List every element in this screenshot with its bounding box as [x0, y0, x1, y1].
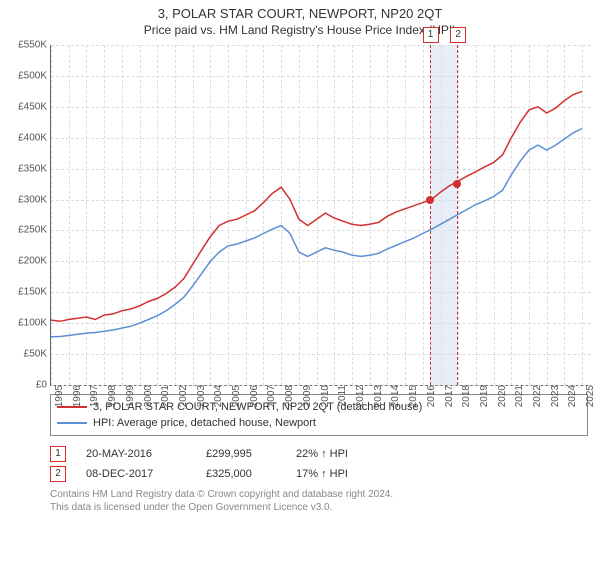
chart-title: 3, POLAR STAR COURT, NEWPORT, NP20 2QT: [0, 6, 600, 21]
x-axis-label: 2009: [299, 385, 313, 407]
x-axis-label: 2022: [529, 385, 543, 407]
y-axis-label: £300K: [18, 194, 51, 205]
x-axis-label: 2010: [317, 385, 331, 407]
chart-subtitle: Price paid vs. HM Land Registry's House …: [0, 23, 600, 37]
x-axis-label: 2017: [441, 385, 455, 407]
y-axis-label: £350K: [18, 163, 51, 174]
x-axis-label: 1995: [51, 385, 65, 407]
x-axis-label: 2021: [511, 385, 525, 407]
y-axis-label: £450K: [18, 101, 51, 112]
x-axis-label: 2018: [458, 385, 472, 407]
x-axis-label: 1999: [122, 385, 136, 407]
x-axis-label: 2008: [281, 385, 295, 407]
sale-index-box: 2: [50, 466, 66, 482]
x-axis-label: 2015: [405, 385, 419, 407]
x-axis-label: 2006: [246, 385, 260, 407]
x-axis-label: 1998: [104, 385, 118, 407]
attribution-line: This data is licensed under the Open Gov…: [50, 501, 588, 514]
y-axis-label: £100K: [18, 318, 51, 329]
sale-index-box: 1: [50, 446, 66, 462]
x-axis-label: 1997: [86, 385, 100, 407]
sale-date: 20-MAY-2016: [86, 448, 206, 460]
y-axis-label: £200K: [18, 256, 51, 267]
x-axis-label: 2000: [140, 385, 154, 407]
y-axis-label: £250K: [18, 225, 51, 236]
series-price_paid: [51, 91, 582, 321]
legend-swatch: [57, 422, 87, 424]
x-axis-label: 2001: [157, 385, 171, 407]
series-hpi: [51, 129, 582, 337]
x-axis-label: 2003: [193, 385, 207, 407]
x-axis-label: 2019: [476, 385, 490, 407]
chart-svg: [51, 45, 591, 385]
x-axis-label: 2012: [352, 385, 366, 407]
sale-dot: [453, 180, 461, 188]
sale-row: 1 20-MAY-2016£299,99522% ↑ HPI: [50, 446, 588, 462]
sale-row: 2 08-DEC-2017£325,00017% ↑ HPI: [50, 466, 588, 482]
x-axis-label: 2025: [582, 385, 596, 407]
y-axis-label: £150K: [18, 287, 51, 298]
sale-marker-box: 1: [423, 27, 439, 43]
x-axis-label: 2002: [175, 385, 189, 407]
sale-diff: 22% ↑ HPI: [296, 448, 396, 460]
y-axis-label: £0: [36, 380, 51, 391]
x-axis-label: 2011: [334, 385, 348, 407]
x-axis-label: 2020: [494, 385, 508, 407]
x-axis-label: 2023: [547, 385, 561, 407]
sales-table: 1 20-MAY-2016£299,99522% ↑ HPI 2 08-DEC-201…: [50, 446, 588, 482]
x-axis-label: 1996: [69, 385, 83, 407]
chart-plot-area: £0£50K£100K£150K£200K£250K£300K£350K£400…: [50, 45, 591, 386]
sale-diff: 17% ↑ HPI: [296, 468, 396, 480]
sale-dot: [426, 196, 434, 204]
y-axis-label: £500K: [18, 70, 51, 81]
sale-price: £299,995: [206, 448, 296, 460]
x-axis-label: 2004: [210, 385, 224, 407]
x-axis-label: 2024: [564, 385, 578, 407]
sale-price: £325,000: [206, 468, 296, 480]
attribution-text: Contains HM Land Registry data © Crown c…: [50, 488, 588, 514]
attribution-line: Contains HM Land Registry data © Crown c…: [50, 488, 588, 501]
legend-row: HPI: Average price, detached house, Newp…: [57, 415, 581, 431]
x-axis-label: 2007: [263, 385, 277, 407]
y-axis-label: £50K: [24, 349, 51, 360]
y-axis-label: £550K: [18, 40, 51, 51]
legend-label: HPI: Average price, detached house, Newp…: [93, 415, 316, 431]
x-axis-label: 2005: [228, 385, 242, 407]
sale-marker-box: 2: [450, 27, 466, 43]
sale-date: 08-DEC-2017: [86, 468, 206, 480]
x-axis-label: 2014: [387, 385, 401, 407]
x-axis-label: 2013: [370, 385, 384, 407]
x-axis-label: 2016: [423, 385, 437, 407]
y-axis-label: £400K: [18, 132, 51, 143]
